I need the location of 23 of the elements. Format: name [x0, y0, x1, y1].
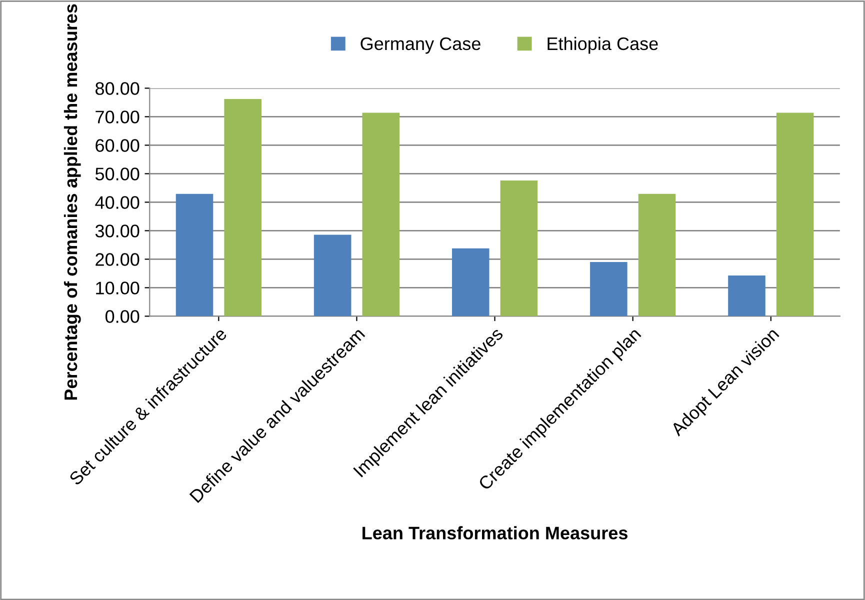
- y-tick-label: 70.00: [96, 110, 140, 124]
- x-axis-title: Lean Transformation Measures: [362, 526, 628, 540]
- bar: [314, 234, 352, 316]
- y-tick-label: 10.00: [96, 282, 140, 294]
- bar: [776, 112, 814, 316]
- bar: [176, 194, 214, 316]
- legend-label: Germany Case: [360, 37, 480, 54]
- y-tick-label: 60.00: [96, 139, 140, 152]
- y-tick-label: 20.00: [96, 253, 140, 266]
- y-tick-label: 0.00: [105, 310, 140, 323]
- bar: [500, 180, 538, 316]
- bar: [638, 194, 676, 316]
- legend-label: Ethiopia Case: [548, 36, 658, 54]
- y-tick-label: 80.00: [96, 82, 140, 95]
- y-tick-label: 30.00: [95, 224, 140, 238]
- y-axis-title: Percentage of comanies applied the measures: [64, 4, 81, 400]
- y-tick-label: 40.00: [95, 196, 140, 209]
- bar: [362, 112, 400, 316]
- y-tick-label: 50.00: [95, 168, 140, 180]
- bar: [452, 248, 490, 316]
- bar: [728, 275, 766, 316]
- bar: [224, 99, 262, 316]
- bar: [590, 262, 628, 316]
